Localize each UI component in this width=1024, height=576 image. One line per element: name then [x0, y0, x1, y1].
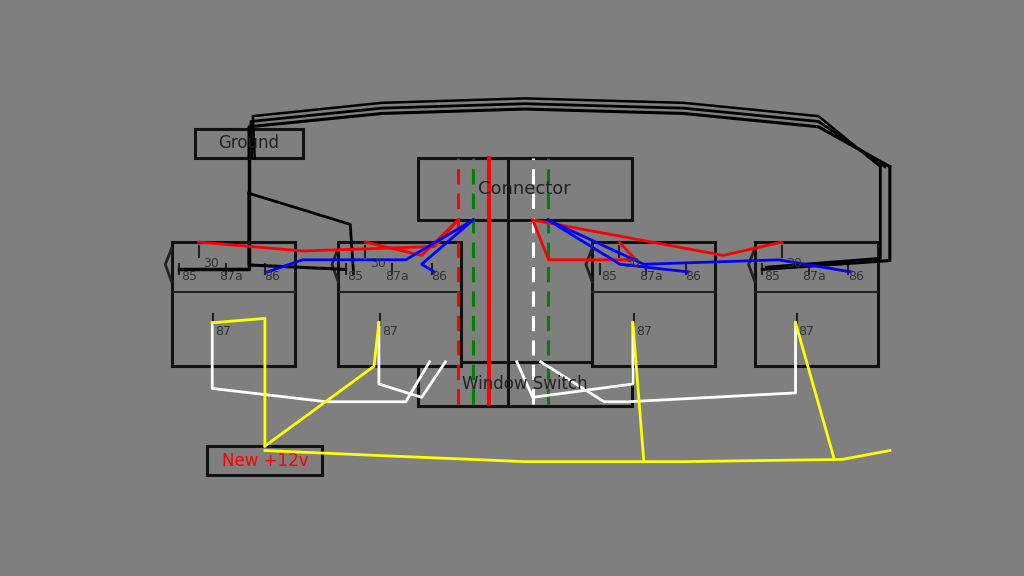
Text: 30: 30: [786, 257, 802, 270]
Text: 85: 85: [181, 270, 197, 283]
Text: New +12v: New +12v: [221, 452, 308, 469]
Text: Window Switch: Window Switch: [462, 375, 588, 393]
Bar: [196, 129, 303, 158]
Bar: [207, 446, 323, 475]
Text: Ground: Ground: [218, 134, 280, 153]
Text: 87a: 87a: [219, 270, 243, 283]
Text: 87: 87: [636, 325, 652, 338]
Text: 87a: 87a: [639, 270, 664, 283]
Bar: [755, 242, 878, 366]
Bar: [338, 242, 462, 366]
Text: 87: 87: [215, 325, 231, 338]
Text: 30: 30: [624, 257, 640, 270]
Text: 30: 30: [370, 257, 386, 270]
Text: 85: 85: [601, 270, 617, 283]
Text: 87: 87: [382, 325, 398, 338]
Bar: [172, 242, 295, 366]
Text: 86: 86: [431, 270, 447, 283]
Bar: [592, 242, 715, 366]
Text: 86: 86: [685, 270, 701, 283]
Bar: [418, 158, 632, 220]
Text: 85: 85: [764, 270, 780, 283]
Text: 87: 87: [799, 325, 815, 338]
Text: 86: 86: [848, 270, 864, 283]
Text: 86: 86: [264, 270, 281, 283]
Bar: [418, 362, 632, 406]
Text: 85: 85: [347, 270, 364, 283]
Text: 87a: 87a: [802, 270, 826, 283]
Text: 87a: 87a: [385, 270, 410, 283]
Text: 30: 30: [203, 257, 219, 270]
Text: Connector: Connector: [478, 180, 571, 198]
